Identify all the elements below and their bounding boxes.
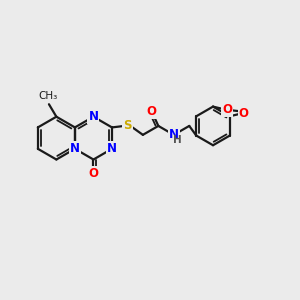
Text: N: N [169, 128, 179, 141]
Text: N: N [70, 142, 80, 155]
Text: O: O [147, 105, 157, 118]
Text: O: O [88, 167, 98, 180]
Text: O: O [239, 107, 249, 120]
Text: H: H [173, 135, 182, 145]
Text: N: N [88, 110, 98, 123]
Text: CH₃: CH₃ [38, 91, 58, 101]
Text: N: N [107, 142, 117, 155]
Text: S: S [123, 119, 132, 132]
Text: O: O [222, 103, 232, 116]
